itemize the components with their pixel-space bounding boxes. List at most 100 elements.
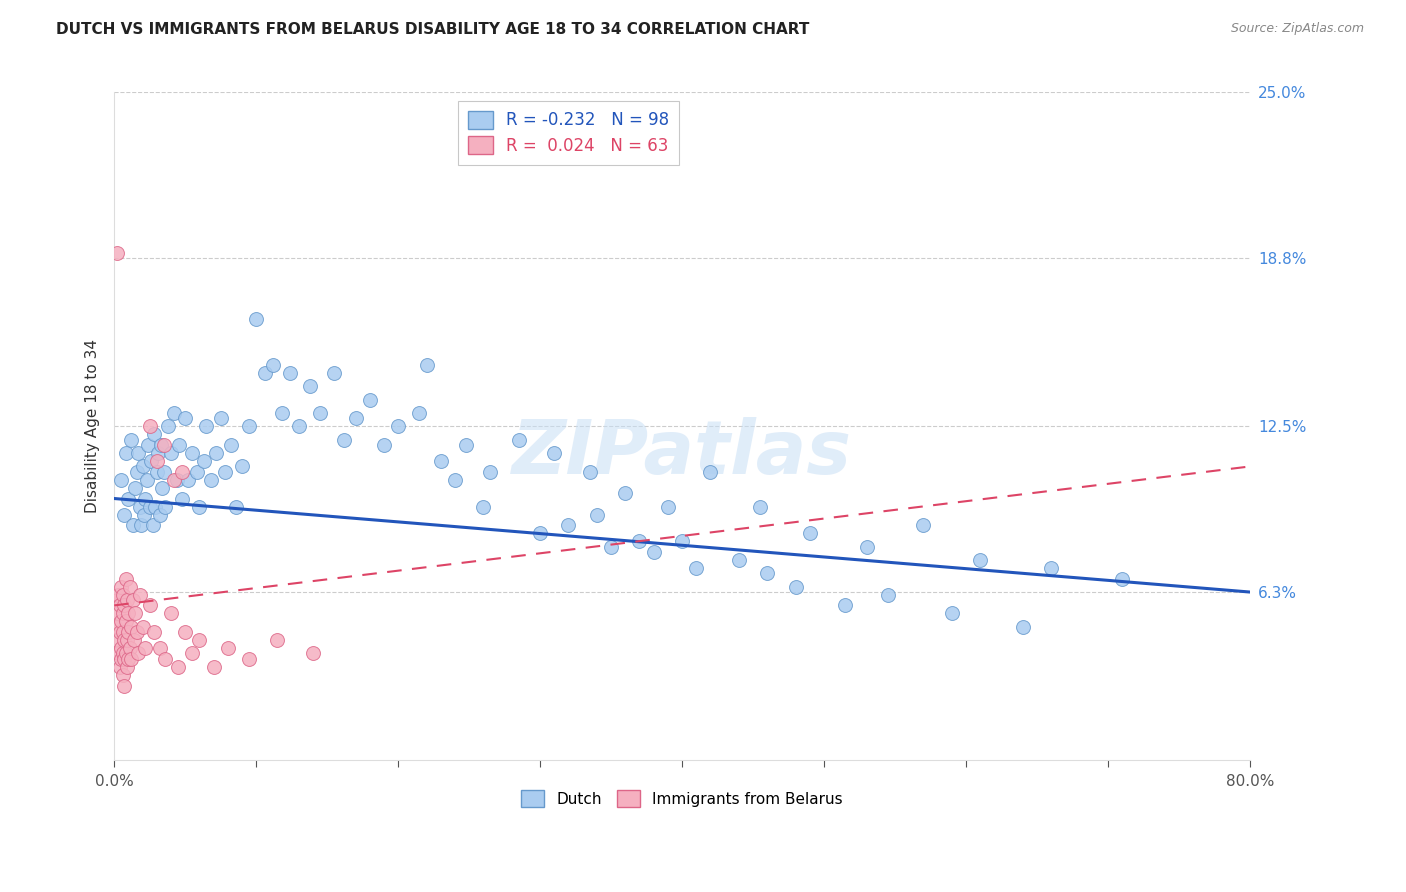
Point [200,473,222,487]
Point [112,599,135,613]
Point [105,593,128,607]
Point [1040,561,1063,575]
Point [153,465,176,479]
Point [429,454,451,468]
Point [456,438,478,452]
Point [543,446,565,460]
Point [167,660,190,674]
Point [107,647,129,661]
Point [122,633,145,648]
Point [111,588,134,602]
Point [177,473,200,487]
Point [112,508,135,522]
Point [333,433,356,447]
Point [508,433,530,447]
Point [749,500,772,514]
Point [120,620,142,634]
Point [111,625,134,640]
Point [181,647,204,661]
Point [112,652,135,666]
Point [278,366,301,380]
Point [444,473,467,487]
Point [139,454,162,468]
Point [124,607,146,621]
Point [115,633,138,648]
Point [1011,620,1033,634]
Point [128,500,150,514]
Point [245,312,267,326]
Point [160,607,183,621]
Point [174,411,197,425]
Point [214,465,236,479]
Point [600,540,623,554]
Point [121,593,143,607]
Point [110,641,132,656]
Point [114,572,136,586]
Point [143,500,166,514]
Point [131,620,153,634]
Point [299,379,322,393]
Point [135,473,157,487]
Point [205,446,228,460]
Point [110,473,132,487]
Point [359,392,381,407]
Point [125,625,148,640]
Point [195,419,218,434]
Point [188,633,211,648]
Point [309,406,332,420]
Point [115,660,138,674]
Point [155,500,177,514]
Point [149,508,172,522]
Point [186,465,208,479]
Point [111,668,134,682]
Point [138,419,160,434]
Point [110,652,132,666]
Point [163,473,186,487]
Point [155,652,177,666]
Point [124,481,146,495]
Point [287,419,309,434]
Text: ZIPatlas: ZIPatlas [512,417,852,490]
Point [136,438,159,452]
Point [121,518,143,533]
Point [387,419,409,434]
Point [120,652,142,666]
Point [138,500,160,514]
Point [110,580,132,594]
Point [117,607,139,621]
Point [671,534,693,549]
Point [785,580,807,594]
Point [127,647,149,661]
Point [149,641,172,656]
Point [148,446,170,460]
Point [111,607,134,621]
Point [105,633,128,648]
Point [152,481,174,495]
Point [225,500,247,514]
Point [172,465,194,479]
Point [344,411,367,425]
Point [270,406,292,420]
Point [127,446,149,460]
Point [727,553,749,567]
Point [169,438,191,452]
Point [105,245,128,260]
Point [108,599,131,613]
Point [146,465,169,479]
Point [219,438,242,452]
Point [685,561,707,575]
Y-axis label: Disability Age 18 to 34: Disability Age 18 to 34 [86,339,100,514]
Point [131,459,153,474]
Point [912,518,935,533]
Point [238,652,260,666]
Point [834,599,856,613]
Point [1111,572,1133,586]
Point [138,599,160,613]
Point [146,454,169,468]
Point [231,459,253,474]
Point [129,518,152,533]
Point [134,491,156,506]
Point [115,593,138,607]
Point [614,486,637,500]
Point [153,438,176,452]
